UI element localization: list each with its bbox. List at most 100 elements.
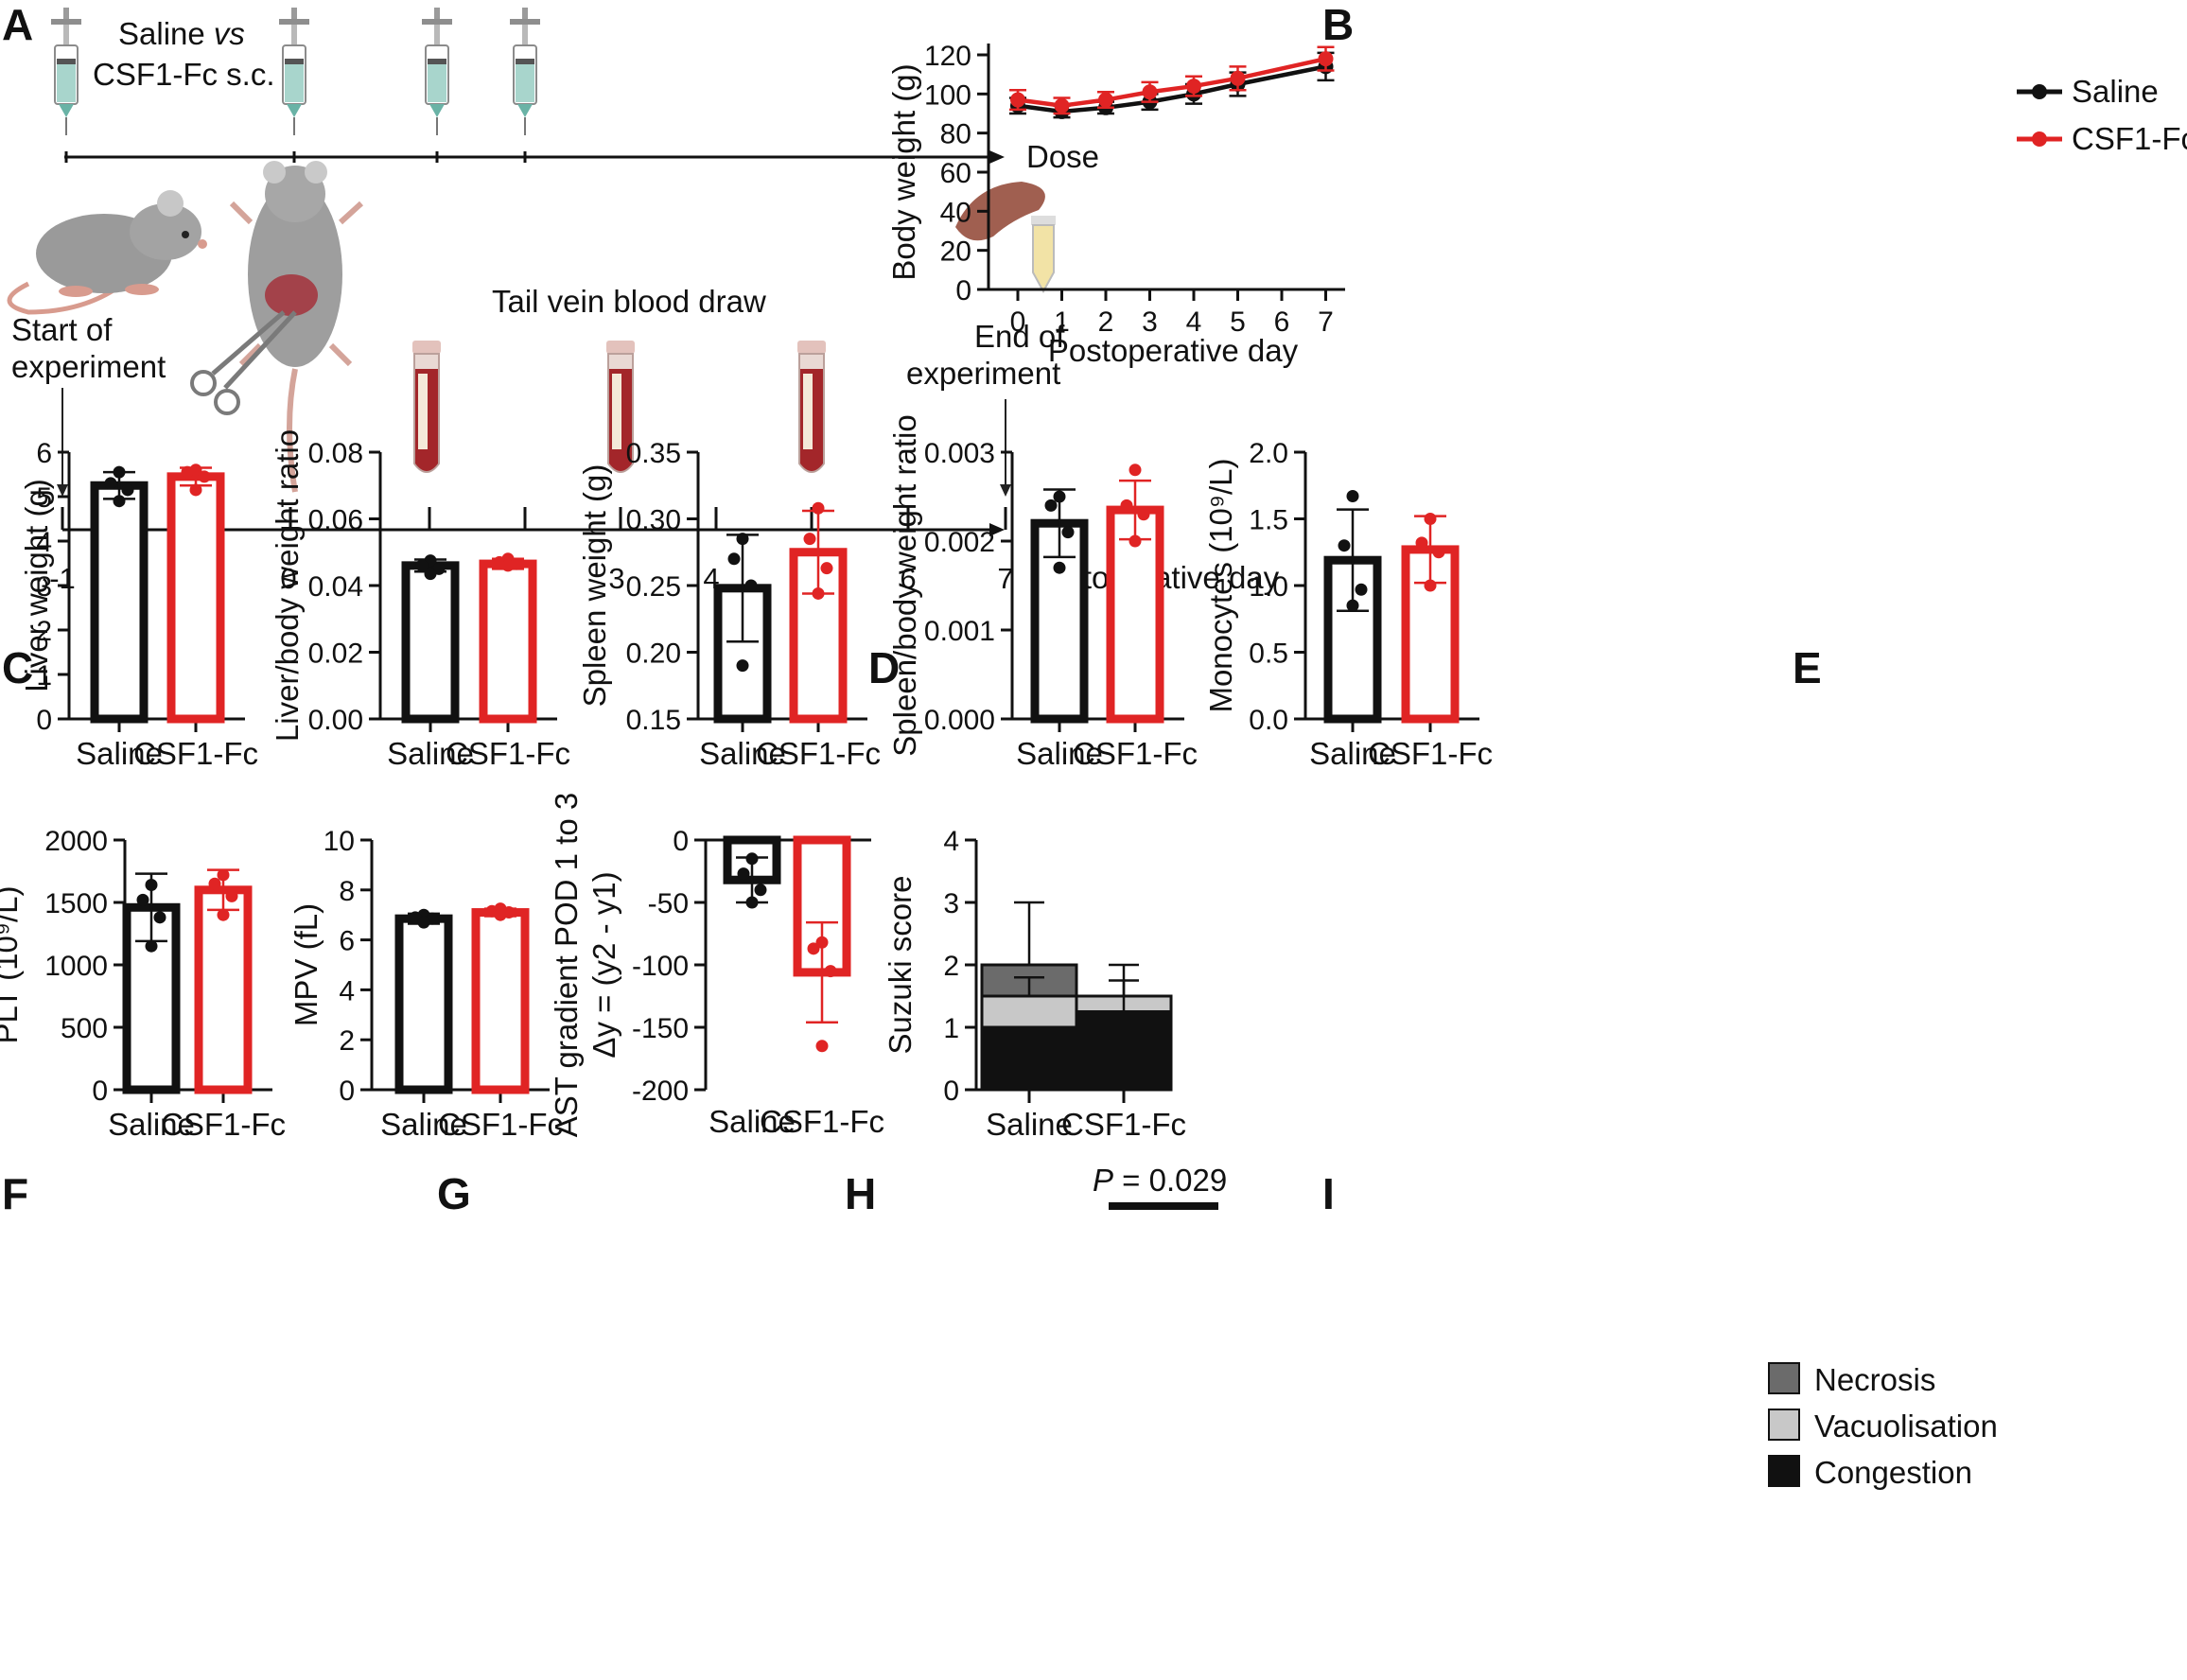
data-point <box>1010 92 1025 108</box>
y-tick-label: 0.000 <box>924 705 995 736</box>
syringe-icon <box>51 8 81 135</box>
y-axis-title: AST gradient POD 1 to 3 <box>549 793 584 1137</box>
x-category-label: Saline <box>380 1107 467 1142</box>
y-tick-label: 0 <box>955 275 971 306</box>
x-category-label: Saline <box>1016 736 1103 771</box>
stacked-bar-congestion <box>980 1025 1078 1092</box>
y-tick-label: 1.0 <box>1249 571 1288 603</box>
legend-i-necrosis-swatch <box>1768 1362 1800 1394</box>
start-label-line2: experiment <box>11 349 166 384</box>
treatment-label-line2: CSF1-Fc s.c. <box>93 57 275 92</box>
y-tick-label: 0 <box>339 1076 355 1107</box>
data-point <box>736 533 749 546</box>
blood-tube-icon <box>412 341 441 473</box>
data-point <box>815 936 829 949</box>
data-point <box>745 852 759 866</box>
p-value-label: P = 0.029 <box>1093 1163 1227 1198</box>
data-point <box>807 942 820 955</box>
x-tick-label: 4 <box>1186 306 1202 338</box>
data-point <box>1120 499 1133 512</box>
y-tick-label: 0.35 <box>626 438 681 469</box>
x-category-label: Saline <box>699 736 786 771</box>
y-tick-label: 0 <box>92 1076 108 1107</box>
data-point <box>1355 583 1368 596</box>
data-point <box>415 559 429 572</box>
y-tick-label: 1 <box>36 660 52 691</box>
y-tick-label: 0 <box>673 826 689 857</box>
y-tick-label: -150 <box>632 1013 689 1044</box>
legend-i-congestion-swatch <box>1768 1455 1800 1487</box>
end-label-line1: End of <box>974 319 1065 354</box>
panel-h-letter: H <box>845 1169 876 1218</box>
legend-i-necrosis-label: Necrosis <box>1814 1362 1935 1397</box>
data-point <box>145 939 158 953</box>
data-point <box>217 868 230 882</box>
blood-draw-label: Tail vein blood draw <box>492 284 766 319</box>
data-point <box>1230 70 1246 86</box>
data-point <box>104 477 117 490</box>
y-tick-label: 20 <box>940 236 971 268</box>
dose-ticks <box>64 151 527 163</box>
syringe-icon <box>510 8 540 135</box>
y-tick-label: 0.25 <box>626 571 681 603</box>
data-point <box>1186 79 1201 95</box>
x-category-label: CSF1-Fc <box>133 736 258 771</box>
y-axis-title: Liver weight (g) <box>19 479 54 692</box>
legend-i-congestion-label: Congestion <box>1814 1455 1972 1490</box>
data-point <box>824 965 837 978</box>
x-category-label: CSF1-Fc <box>446 736 570 771</box>
x-category-label: CSF1-Fc <box>1073 736 1198 771</box>
end-label-line2: experiment <box>906 356 1060 391</box>
y-tick-label: 0 <box>36 705 52 736</box>
data-point <box>208 877 221 890</box>
legend-i: Necrosis Vacuolisation Congestion <box>1768 1362 1998 1490</box>
chart-e-monocytes: 0.0 0.5 1.0 1.5 2.0 Monocytes (10⁹/L) SalineCS… <box>1203 438 1493 771</box>
bar-saline <box>394 914 453 1094</box>
data-point <box>803 533 816 546</box>
x-category-label: CSF1-Fc <box>161 1107 286 1142</box>
liver-icon <box>955 182 1045 241</box>
data-point <box>417 916 430 929</box>
x-category-label: Saline <box>709 1104 796 1139</box>
syringe-icon <box>422 8 452 135</box>
legend-i-vacuolisation-swatch <box>1768 1409 1800 1441</box>
bar-csf1-fc <box>479 559 537 724</box>
stacked-bar-vacuolisation <box>980 994 1078 1029</box>
x-category-label: CSF1-Fc <box>1061 1107 1186 1142</box>
x-tick-label: 6 <box>1274 306 1290 338</box>
y-tick-label: 4 <box>943 826 959 857</box>
data-point <box>1044 499 1058 512</box>
bar-csf1-fc <box>789 548 848 724</box>
y-tick-label: 1500 <box>44 888 108 919</box>
y-tick-label: 5 <box>36 482 52 514</box>
x-axis-title: Postoperative day <box>1048 333 1299 368</box>
x-tick-label: 3 <box>1142 306 1158 338</box>
x-category-label: Saline <box>1309 736 1396 771</box>
bar-saline <box>90 481 149 724</box>
x-category-label: CSF1-Fc <box>756 736 881 771</box>
y-tick-label: 2 <box>943 951 959 982</box>
data-point <box>121 483 134 497</box>
legend-b: Saline CSF1-Fc <box>2017 74 2187 156</box>
y-axis-title: Spleen weight (g) <box>577 464 612 708</box>
legend-b-saline-marker <box>2032 84 2047 99</box>
data-point <box>1137 508 1150 521</box>
panel-g-letter: G <box>437 1169 471 1218</box>
surgery-mouse-icon <box>190 161 364 493</box>
y-tick-label: 80 <box>940 119 971 150</box>
data-point <box>1098 92 1113 108</box>
data-point <box>727 552 741 566</box>
data-point <box>815 1040 829 1053</box>
panel-e-letter: E <box>1793 643 1822 692</box>
pod-day-label: 3 <box>608 562 624 595</box>
chart-d-spleen-weight: 0.15 0.20 0.25 0.30 0.35 Spleen weight (g) Sal… <box>577 438 881 771</box>
panel-i-letter: I <box>1322 1169 1335 1218</box>
x-category-label: CSF1-Fc <box>760 1104 884 1139</box>
x-tick-label: 0 <box>1010 306 1026 338</box>
data-point <box>737 867 750 881</box>
y-tick-label: 120 <box>924 41 971 72</box>
